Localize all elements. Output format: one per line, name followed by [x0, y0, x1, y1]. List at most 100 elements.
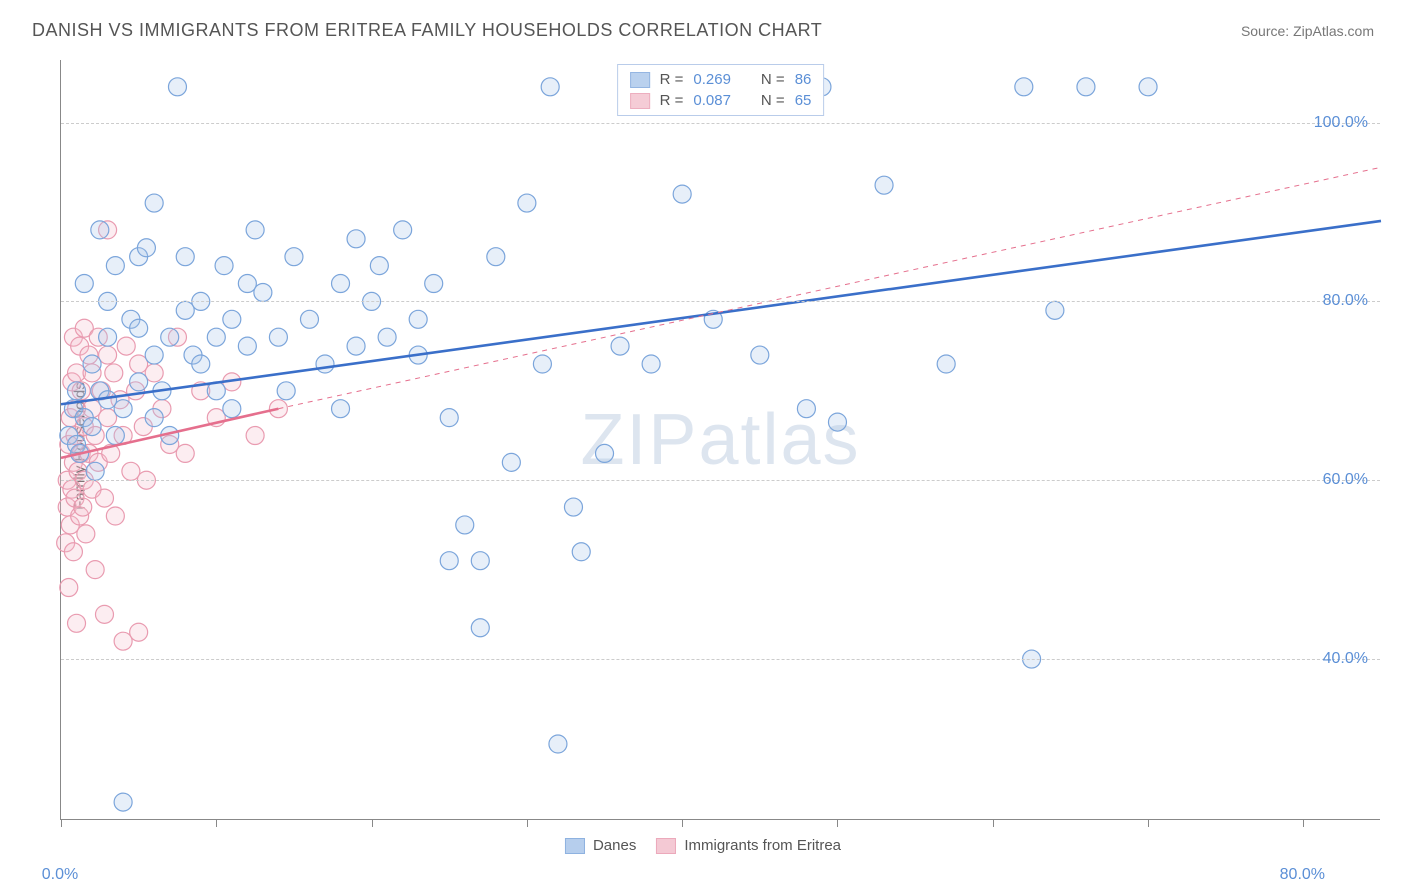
y-tick-label: 40.0%: [1323, 650, 1368, 668]
data-point-danes: [161, 328, 179, 346]
data-point-danes: [192, 355, 210, 373]
stat-r-value: 0.087: [693, 92, 731, 109]
data-point-danes: [83, 418, 101, 436]
data-point-danes: [797, 400, 815, 418]
chart-title: DANISH VS IMMIGRANTS FROM ERITREA FAMILY…: [32, 20, 822, 41]
data-point-danes: [611, 337, 629, 355]
data-point-danes: [502, 453, 520, 471]
data-point-danes: [168, 78, 186, 96]
data-point-danes: [223, 400, 241, 418]
data-point-danes: [564, 498, 582, 516]
data-point-danes: [114, 400, 132, 418]
stat-n-label: N =: [761, 71, 785, 88]
data-point-eritrea: [77, 525, 95, 543]
data-point-eritrea: [68, 614, 86, 632]
data-point-danes: [828, 413, 846, 431]
data-point-danes: [86, 462, 104, 480]
data-point-danes: [91, 221, 109, 239]
gridline: [61, 123, 1380, 124]
stat-r-label: R =: [660, 71, 684, 88]
data-point-danes: [269, 328, 287, 346]
data-point-eritrea: [246, 427, 264, 445]
data-point-danes: [541, 78, 559, 96]
legend-label: Immigrants from Eritrea: [684, 837, 841, 854]
stat-r-label: R =: [660, 92, 684, 109]
trend-extrap-eritrea: [278, 167, 1381, 408]
data-point-danes: [145, 194, 163, 212]
data-point-danes: [285, 248, 303, 266]
legend-stat-row: R = 0.087 N = 65: [626, 90, 816, 111]
data-point-danes: [518, 194, 536, 212]
legend-swatch: [630, 93, 650, 109]
x-tick-label: 80.0%: [1280, 866, 1325, 884]
legend-stats: R = 0.269N = 86R = 0.087N = 65: [617, 64, 825, 116]
data-point-danes: [642, 355, 660, 373]
data-point-danes: [300, 310, 318, 328]
data-point-danes: [207, 328, 225, 346]
data-point-eritrea: [117, 337, 135, 355]
data-point-danes: [673, 185, 691, 203]
legend-swatch: [656, 838, 676, 854]
data-point-danes: [75, 275, 93, 293]
data-point-eritrea: [105, 364, 123, 382]
data-point-danes: [137, 239, 155, 257]
data-point-danes: [471, 619, 489, 637]
data-point-danes: [347, 337, 365, 355]
data-point-danes: [456, 516, 474, 534]
legend-item: Danes: [565, 837, 636, 854]
data-point-danes: [254, 283, 272, 301]
data-point-danes: [1077, 78, 1095, 96]
x-tick: [1148, 819, 1149, 827]
x-tick: [837, 819, 838, 827]
data-point-danes: [145, 409, 163, 427]
data-point-danes: [596, 444, 614, 462]
data-point-eritrea: [74, 498, 92, 516]
data-point-danes: [1139, 78, 1157, 96]
stat-n-value: 86: [795, 71, 812, 88]
data-point-danes: [176, 248, 194, 266]
data-point-danes: [533, 355, 551, 373]
data-point-eritrea: [60, 579, 78, 597]
legend-label: Danes: [593, 837, 636, 854]
chart-svg: [61, 60, 1380, 819]
data-point-danes: [332, 400, 350, 418]
legend-stat-row: R = 0.269N = 86: [626, 69, 816, 90]
x-tick: [61, 819, 62, 827]
plot-area: ZIPatlas R = 0.269N = 86R = 0.087N = 65 …: [60, 60, 1380, 820]
data-point-danes: [347, 230, 365, 248]
data-point-danes: [440, 552, 458, 570]
data-point-danes: [1046, 301, 1064, 319]
data-point-danes: [68, 382, 86, 400]
data-point-danes: [549, 735, 567, 753]
data-point-eritrea: [95, 489, 113, 507]
x-tick: [372, 819, 373, 827]
data-point-eritrea: [95, 605, 113, 623]
data-point-danes: [875, 176, 893, 194]
y-tick-label: 60.0%: [1323, 471, 1368, 489]
stat-n-value: 65: [795, 92, 812, 109]
x-tick-label: 0.0%: [42, 866, 78, 884]
data-point-danes: [370, 257, 388, 275]
data-point-danes: [223, 310, 241, 328]
x-tick: [1303, 819, 1304, 827]
legend-item: Immigrants from Eritrea: [656, 837, 841, 854]
data-point-eritrea: [86, 561, 104, 579]
data-point-danes: [246, 221, 264, 239]
data-point-danes: [409, 310, 427, 328]
data-point-danes: [130, 319, 148, 337]
data-point-danes: [1015, 78, 1033, 96]
data-point-eritrea: [106, 507, 124, 525]
data-point-danes: [751, 346, 769, 364]
y-tick-label: 100.0%: [1314, 114, 1368, 132]
y-tick-label: 80.0%: [1323, 292, 1368, 310]
data-point-danes: [114, 793, 132, 811]
trend-line-danes: [61, 221, 1381, 404]
gridline: [61, 480, 1380, 481]
stat-n-label: N =: [761, 92, 785, 109]
data-point-danes: [394, 221, 412, 239]
data-point-danes: [471, 552, 489, 570]
data-point-danes: [332, 275, 350, 293]
legend-swatch: [630, 72, 650, 88]
data-point-eritrea: [130, 623, 148, 641]
data-point-danes: [277, 382, 295, 400]
